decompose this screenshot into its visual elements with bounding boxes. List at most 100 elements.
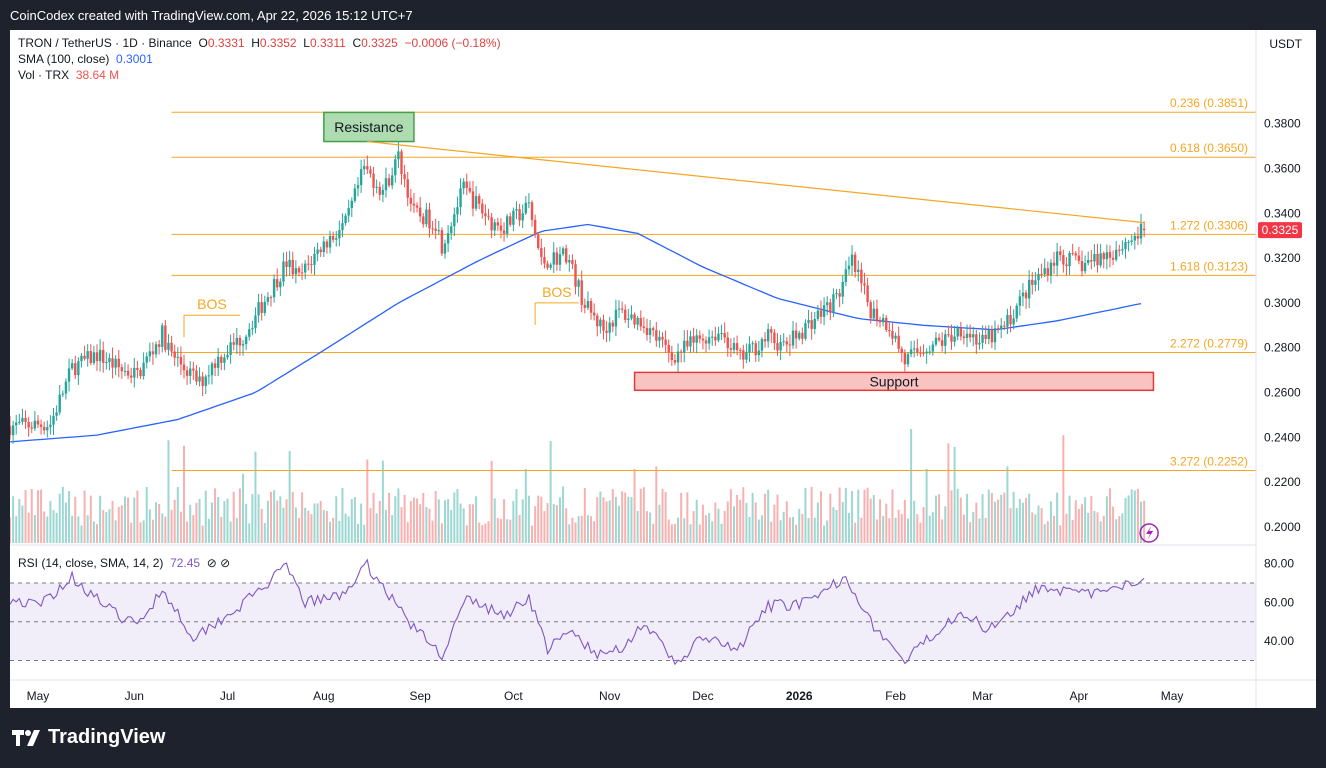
candle-body bbox=[207, 375, 211, 377]
volume-bar bbox=[1084, 497, 1087, 543]
candle-body bbox=[98, 349, 102, 362]
candle-body bbox=[1074, 253, 1077, 256]
volume-bar bbox=[232, 491, 235, 543]
price-chart[interactable]: 80.00 60.00 40.00 0.236 (0.3851) 0.618 (0.3… bbox=[8, 30, 1316, 708]
candle-body bbox=[412, 203, 416, 206]
candle-body bbox=[136, 367, 139, 370]
volume-bar bbox=[52, 510, 55, 543]
candle-body bbox=[173, 351, 176, 358]
volume-bar bbox=[471, 504, 474, 543]
candle-body bbox=[720, 332, 723, 334]
candle-body bbox=[291, 259, 294, 275]
candle-body bbox=[123, 370, 127, 372]
candle-body bbox=[801, 332, 804, 339]
volume-bar bbox=[46, 516, 49, 543]
candle-body bbox=[378, 186, 381, 195]
candle-body bbox=[36, 420, 40, 425]
candle-body bbox=[52, 415, 55, 425]
lightning-glyph bbox=[1146, 526, 1154, 540]
candle-body bbox=[571, 260, 574, 265]
chart-panel[interactable]: 80.00 60.00 40.00 0.236 (0.3851) 0.618 (0.3… bbox=[8, 30, 1316, 708]
candle-body bbox=[459, 188, 462, 208]
volume-bar bbox=[493, 498, 496, 543]
volume-bar bbox=[832, 507, 835, 543]
volume-bar bbox=[214, 488, 217, 543]
candle-body bbox=[742, 350, 745, 360]
volume-bar bbox=[782, 511, 785, 543]
volume-bar bbox=[341, 487, 344, 543]
candle-body bbox=[238, 337, 242, 346]
candle-body bbox=[263, 301, 266, 313]
volume-bar bbox=[120, 505, 123, 543]
candle-body bbox=[484, 213, 487, 217]
candle-body bbox=[216, 356, 220, 368]
candle-body bbox=[1090, 259, 1093, 262]
candle-body bbox=[897, 335, 900, 349]
candle-body bbox=[857, 269, 860, 272]
rsi-visibility-icons[interactable]: ⊘ ⊘ bbox=[206, 556, 231, 570]
volume-bar bbox=[726, 501, 729, 543]
volume-bar bbox=[130, 522, 133, 543]
candle-body bbox=[335, 238, 338, 240]
volume-bar bbox=[847, 512, 850, 543]
candle-body bbox=[521, 213, 524, 221]
volume-bar bbox=[543, 511, 546, 543]
candle-body bbox=[58, 394, 61, 413]
volume-bar bbox=[481, 525, 484, 543]
volume-bar bbox=[161, 513, 164, 543]
volume-bar bbox=[71, 515, 74, 543]
candle-body bbox=[546, 263, 549, 268]
candle-body bbox=[1012, 318, 1015, 325]
volume-bar bbox=[714, 502, 717, 543]
volume-bar bbox=[720, 523, 723, 543]
candle-body bbox=[24, 417, 27, 422]
candle-body bbox=[120, 367, 124, 372]
candle-body bbox=[157, 344, 161, 347]
volume-bar bbox=[804, 487, 807, 543]
candle-body bbox=[735, 343, 739, 351]
volume-bar bbox=[549, 441, 552, 543]
rsi-tick-label: 80.00 bbox=[1264, 557, 1294, 571]
volume-bar bbox=[807, 517, 810, 543]
volume-bar bbox=[860, 517, 863, 543]
volume-bar bbox=[148, 509, 151, 543]
volume-bar bbox=[941, 519, 944, 543]
candle-body bbox=[770, 329, 773, 333]
legend-sma-row: SMA (100, close) 0.3001 bbox=[18, 52, 153, 66]
volume-bar bbox=[288, 451, 291, 543]
candle-body bbox=[185, 370, 189, 376]
volume-bar bbox=[201, 525, 204, 543]
volume-bar bbox=[360, 503, 363, 543]
candle-body bbox=[975, 334, 978, 345]
candle-body bbox=[369, 169, 372, 174]
volume-bar bbox=[757, 519, 760, 543]
candle-body bbox=[633, 314, 636, 325]
volume-bar bbox=[708, 513, 711, 543]
candle-body bbox=[835, 293, 838, 295]
time-tick-label: Feb bbox=[885, 689, 906, 703]
volume-bar bbox=[686, 492, 689, 543]
candle-body bbox=[673, 360, 677, 363]
candle-body bbox=[1055, 251, 1059, 266]
volume-bar bbox=[285, 499, 288, 543]
sma-label: SMA (100, close) bbox=[18, 52, 110, 66]
volume-bar bbox=[823, 525, 826, 543]
volume-bar bbox=[1127, 495, 1130, 543]
volume-bar bbox=[645, 511, 648, 543]
candle-body bbox=[170, 342, 173, 352]
candle-body bbox=[838, 293, 841, 297]
volume-bar bbox=[816, 502, 819, 543]
candle-body bbox=[875, 308, 879, 321]
volume-bar bbox=[1115, 519, 1118, 543]
volume-bar bbox=[698, 524, 701, 543]
candle-body bbox=[269, 297, 273, 299]
volume-bar bbox=[1059, 525, 1062, 543]
candle-body bbox=[1083, 263, 1087, 272]
volume-bar bbox=[555, 505, 558, 543]
last-price-badge-text: 0.3325 bbox=[1262, 223, 1299, 237]
candle-body bbox=[533, 219, 537, 235]
fib-levels: 0.236 (0.3851) 0.618 (0.3650) 1.272 (0.330… bbox=[171, 96, 1256, 472]
candle-body bbox=[294, 268, 298, 275]
volume-bar bbox=[997, 499, 1000, 543]
candle-body bbox=[204, 376, 207, 387]
